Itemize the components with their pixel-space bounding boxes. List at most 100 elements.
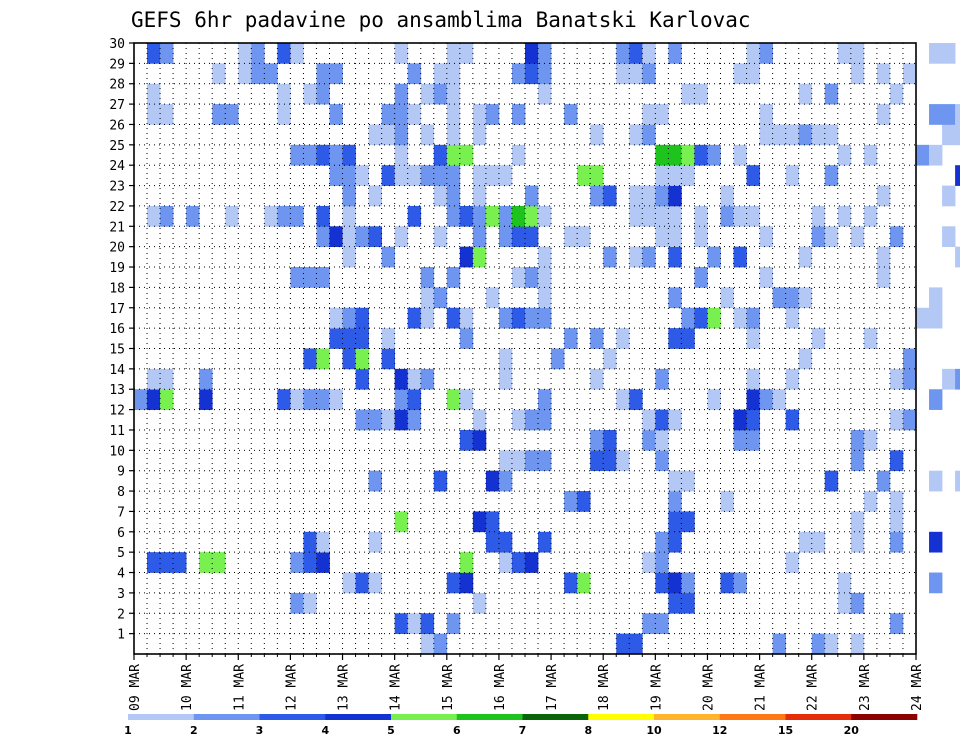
heatmap-cell [368,531,382,553]
heatmap-cell [525,552,539,573]
heatmap-cell [629,124,643,146]
heatmap-cell [668,205,682,227]
heatmap-cell [694,205,708,227]
heatmap-cell [916,144,930,166]
heatmap-cell [420,307,435,329]
heatmap-cell [420,165,435,186]
heatmap-cell [837,592,852,614]
heatmap-cell [407,307,422,329]
x-tick-label: 11 MAR [232,664,247,711]
heatmap-cell [485,470,500,492]
heatmap-cell [759,226,773,248]
heatmap-cell [668,144,682,166]
heatmap-cell [642,409,656,431]
heatmap-cell [316,552,330,573]
heatmap-cell [655,185,669,207]
heatmap-cell [863,144,878,166]
heatmap-cell [824,83,839,105]
heatmap-cell [955,470,960,492]
y-tick-label: 11 [109,424,125,439]
heatmap-cell [668,246,682,268]
heatmap-cell [785,287,800,309]
heatmap-cell [889,226,904,248]
heatmap-cell [525,185,539,207]
heatmap-cell [916,307,930,329]
heatmap-cell [603,185,617,207]
heatmap-cell [850,531,865,553]
heatmap-cell [863,328,878,349]
heatmap-cell [394,226,409,248]
heatmap-cell [316,63,330,85]
heatmap-cell [511,226,526,248]
heatmap-cell [511,205,526,227]
heatmap-cell [876,246,891,268]
heatmap-cell [186,205,200,227]
y-axis: 1234567891011121314151617181920212223242… [109,37,134,643]
heatmap-cell [746,307,760,329]
heatmap-cell [368,124,382,146]
x-tick-label: 23 MAR [858,664,873,711]
legend-swatch [654,714,721,720]
heatmap-cell [655,531,669,553]
heatmap-cell [668,470,682,492]
heatmap-cell [929,389,943,410]
legend-swatch [785,714,852,720]
heatmap-cell [850,63,865,85]
heatmap-cell [459,205,474,227]
heatmap-cell [212,63,226,85]
heatmap-cell [511,409,526,431]
heatmap-cell [420,368,435,390]
heatmap-cell [238,43,252,64]
heatmap-cell [929,531,943,553]
heatmap-cell [902,368,917,390]
heatmap-cell [876,470,891,492]
legend-swatch [325,714,392,720]
heatmap-cell [459,429,474,451]
heatmap-cell [446,124,461,146]
heatmap-cell [616,43,630,64]
y-tick-label: 15 [109,343,125,358]
heatmap-cell [407,368,422,390]
heatmap-cell [603,450,617,472]
heatmap-cell [446,63,461,85]
heatmap-cell [511,307,526,329]
heatmap-cell [459,389,474,410]
legend-swatch [128,714,195,720]
heatmap-cell [329,104,343,125]
heatmap-cell [160,205,174,227]
heatmap-cell [394,104,409,125]
y-tick-label: 19 [109,261,125,276]
x-tick-label: 15 MAR [441,664,456,711]
heatmap-cell [733,429,747,451]
heatmap-cell [329,307,343,329]
heatmap-cell [355,328,369,349]
heatmap-cell [902,63,917,85]
heatmap-cell [746,429,760,451]
heatmap-cell [459,144,474,166]
heatmap-cell [733,144,747,166]
heatmap-cell [668,592,682,614]
x-tick-label: 21 MAR [754,664,769,711]
heatmap-cell [837,144,852,166]
heatmap-cell [329,165,343,186]
heatmap-cell [303,389,317,410]
heatmap-cell [850,43,865,64]
heatmap-cell [694,307,708,329]
heatmap-cell [433,144,448,166]
heatmap-cell [225,104,239,125]
heatmap-cell [433,63,448,85]
heatmap-cell [316,267,330,288]
heatmap-cell [290,552,304,573]
heatmap-cell [277,205,291,227]
heatmap-cell [290,144,304,166]
heatmap-cell [342,348,356,370]
heatmap-cell [824,124,839,146]
heatmap-cell [616,389,630,410]
y-tick-label: 16 [109,322,125,337]
heatmap-cell [472,511,487,533]
heatmap-cell [733,63,747,85]
heatmap-cell [538,287,552,309]
heatmap-cell [485,287,500,309]
heatmap-cell [681,83,695,105]
heatmap-cell [876,63,891,85]
